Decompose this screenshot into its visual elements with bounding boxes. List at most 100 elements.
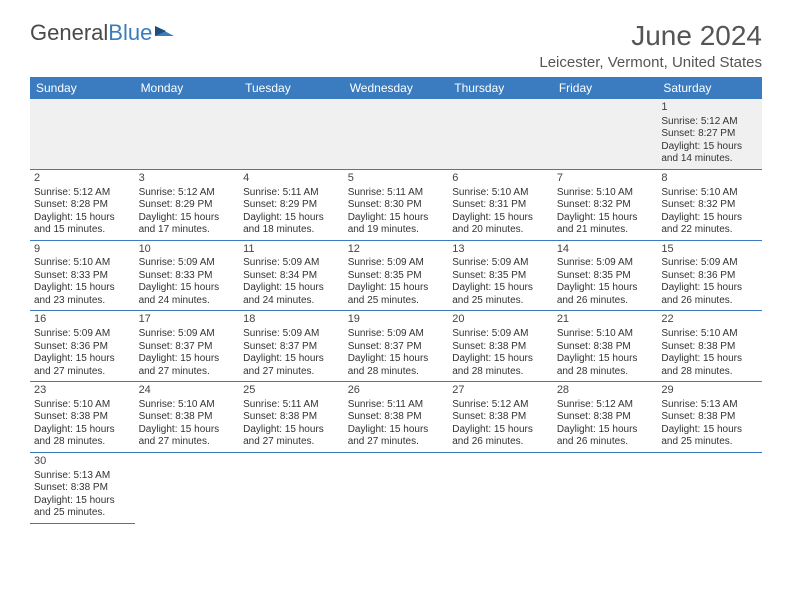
calendar-empty-cell [239,452,344,523]
calendar-empty-cell [239,99,344,169]
day-info-line: and 27 minutes. [243,366,340,379]
day-info-line: Daylight: 15 hours [34,353,131,366]
day-info-line: Daylight: 15 hours [452,282,549,295]
day-info-line: Sunset: 8:37 PM [139,341,236,354]
calendar-day-cell: 25Sunrise: 5:11 AMSunset: 8:38 PMDayligh… [239,382,344,453]
day-info-line: Daylight: 15 hours [139,424,236,437]
calendar-day-cell: 18Sunrise: 5:09 AMSunset: 8:37 PMDayligh… [239,311,344,382]
day-info-line: Sunset: 8:29 PM [243,199,340,212]
day-number: 10 [139,243,236,257]
day-info-line: Sunset: 8:28 PM [34,199,131,212]
day-info-line: Sunset: 8:38 PM [34,482,131,495]
day-info-line: and 25 minutes. [452,295,549,308]
day-info-line: and 25 minutes. [661,436,758,449]
day-info-line: Sunrise: 5:09 AM [452,257,549,270]
day-info-line: Daylight: 15 hours [661,212,758,225]
day-info-line: Daylight: 15 hours [557,212,654,225]
calendar-week-row: 2Sunrise: 5:12 AMSunset: 8:28 PMDaylight… [30,169,762,240]
day-info-line: Daylight: 15 hours [452,424,549,437]
weekday-header: Monday [135,77,240,99]
day-info-line: Sunrise: 5:10 AM [557,187,654,200]
calendar-day-cell: 4Sunrise: 5:11 AMSunset: 8:29 PMDaylight… [239,169,344,240]
day-info-line: Sunset: 8:33 PM [34,270,131,283]
day-info-line: Sunrise: 5:12 AM [557,399,654,412]
day-info-line: Sunrise: 5:11 AM [348,187,445,200]
logo-flag-icon [154,24,176,42]
day-info-line: Sunset: 8:36 PM [661,270,758,283]
day-number: 18 [243,313,340,327]
day-info-line: Daylight: 15 hours [661,424,758,437]
day-info-line: Sunrise: 5:13 AM [34,470,131,483]
day-info-line: Daylight: 15 hours [139,353,236,366]
day-info-line: Sunset: 8:38 PM [557,411,654,424]
calendar-day-cell: 7Sunrise: 5:10 AMSunset: 8:32 PMDaylight… [553,169,658,240]
calendar-day-cell: 26Sunrise: 5:11 AMSunset: 8:38 PMDayligh… [344,382,449,453]
day-info-line: and 27 minutes. [243,436,340,449]
day-info-line: Daylight: 15 hours [243,212,340,225]
day-info-line: and 20 minutes. [452,224,549,237]
day-info-line: Sunset: 8:31 PM [452,199,549,212]
day-info-line: Sunrise: 5:12 AM [452,399,549,412]
day-number: 19 [348,313,445,327]
day-info-line: Sunset: 8:32 PM [661,199,758,212]
calendar-day-cell: 11Sunrise: 5:09 AMSunset: 8:34 PMDayligh… [239,240,344,311]
day-info-line: and 21 minutes. [557,224,654,237]
day-number: 29 [661,384,758,398]
calendar-empty-cell [448,452,553,523]
day-info-line: Sunset: 8:37 PM [243,341,340,354]
day-info-line: Sunrise: 5:11 AM [243,187,340,200]
day-number: 23 [34,384,131,398]
day-info-line: Sunset: 8:38 PM [243,411,340,424]
logo: GeneralBlue [30,20,176,46]
weekday-header: Tuesday [239,77,344,99]
day-info-line: Daylight: 15 hours [348,353,445,366]
month-title: June 2024 [539,20,762,52]
day-info-line: and 17 minutes. [139,224,236,237]
calendar-empty-cell [344,99,449,169]
day-info-line: and 24 minutes. [243,295,340,308]
calendar-empty-cell [30,99,135,169]
day-info-line: Daylight: 15 hours [139,212,236,225]
calendar-empty-cell [344,452,449,523]
day-info-line: Sunset: 8:35 PM [452,270,549,283]
day-info-line: and 27 minutes. [34,366,131,379]
day-number: 22 [661,313,758,327]
day-number: 4 [243,172,340,186]
day-number: 26 [348,384,445,398]
day-info-line: Sunset: 8:36 PM [34,341,131,354]
calendar-day-cell: 30Sunrise: 5:13 AMSunset: 8:38 PMDayligh… [30,452,135,523]
day-info-line: Sunrise: 5:10 AM [34,257,131,270]
day-info-line: Daylight: 15 hours [34,282,131,295]
day-number: 7 [557,172,654,186]
day-info-line: Daylight: 15 hours [348,424,445,437]
day-info-line: Sunrise: 5:12 AM [34,187,131,200]
day-number: 24 [139,384,236,398]
day-info-line: and 27 minutes. [139,436,236,449]
day-info-line: and 22 minutes. [661,224,758,237]
day-info-line: Sunrise: 5:09 AM [557,257,654,270]
day-info-line: Sunset: 8:38 PM [557,341,654,354]
day-number: 30 [34,455,131,469]
day-info-line: Sunset: 8:38 PM [661,341,758,354]
calendar-day-cell: 1Sunrise: 5:12 AMSunset: 8:27 PMDaylight… [657,99,762,169]
calendar-day-cell: 10Sunrise: 5:09 AMSunset: 8:33 PMDayligh… [135,240,240,311]
day-number: 16 [34,313,131,327]
day-info-line: and 23 minutes. [34,295,131,308]
day-info-line: Sunset: 8:29 PM [139,199,236,212]
day-info-line: Daylight: 15 hours [348,212,445,225]
calendar-day-cell: 2Sunrise: 5:12 AMSunset: 8:28 PMDaylight… [30,169,135,240]
day-info-line: and 27 minutes. [348,436,445,449]
title-block: June 2024 Leicester, Vermont, United Sta… [539,20,762,71]
calendar-week-row: 1Sunrise: 5:12 AMSunset: 8:27 PMDaylight… [30,99,762,169]
calendar-empty-cell [553,99,658,169]
day-info-line: Daylight: 15 hours [243,353,340,366]
day-info-line: and 25 minutes. [348,295,445,308]
day-info-line: Daylight: 15 hours [661,353,758,366]
calendar-table: SundayMondayTuesdayWednesdayThursdayFrid… [30,77,762,524]
day-info-line: and 15 minutes. [34,224,131,237]
day-info-line: Sunrise: 5:09 AM [139,257,236,270]
day-info-line: Sunrise: 5:09 AM [243,257,340,270]
logo-text-1: General [30,20,108,46]
day-info-line: Sunrise: 5:09 AM [34,328,131,341]
day-info-line: and 24 minutes. [139,295,236,308]
